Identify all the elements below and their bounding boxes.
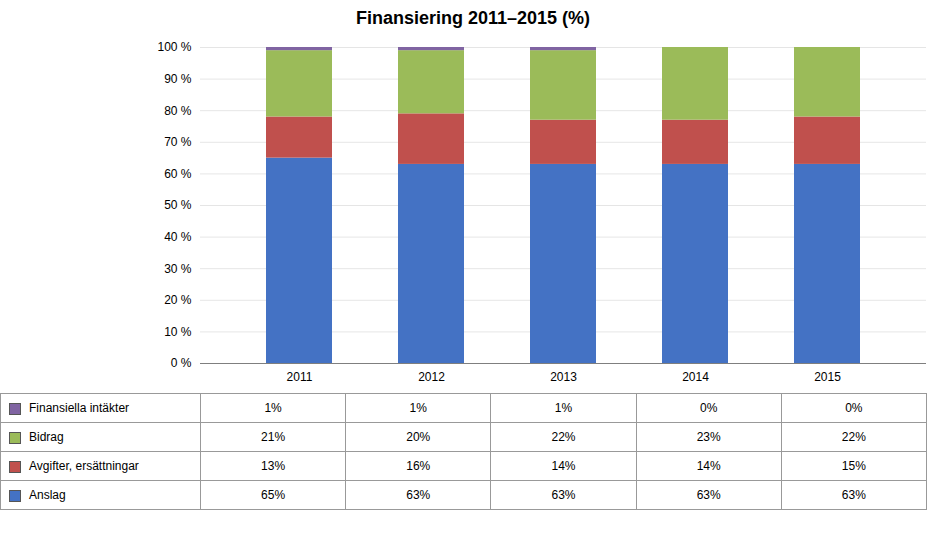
html-text:1%: 1% [264,401,282,415]
html-text:Bidrag: Bidrag [29,430,64,444]
html-text:15%: 15% [841,459,866,473]
svg-text:40 %: 40 % [164,230,192,244]
html-text:14%: 14% [696,459,721,473]
html-text:1%: 1% [409,401,427,415]
html-text:0%: 0% [845,401,863,415]
html-text:Avgifter, ersättningar: Avgifter, ersättningar [29,459,139,473]
svg-text:2015: 2015 [814,370,841,384]
svg-text:2014: 2014 [682,370,709,384]
html-text:65%: 65% [261,488,286,502]
html-text:Finansiering 2011–2015 (%): Finansiering 2011–2015 (%) [355,8,591,28]
svg-text:90 %: 90 % [164,72,192,86]
html-text:63%: 63% [406,488,431,502]
html-text:13%: 13% [261,459,286,473]
svg-text:100 %: 100 % [157,40,191,54]
svg-text:0 %: 0 % [171,356,192,370]
svg-text:2012: 2012 [418,370,445,384]
html-text:63%: 63% [551,488,576,502]
html-text:63%: 63% [696,488,721,502]
svg-text:30 %: 30 % [164,262,192,276]
html-text:Finansiella intäkter: Finansiella intäkter [29,401,130,415]
svg-text:60 %: 60 % [164,167,192,181]
svg-text:20 %: 20 % [164,293,192,307]
html-text:0%: 0% [700,401,718,415]
html-text:14%: 14% [551,459,576,473]
html-text:23%: 23% [696,430,721,444]
html-text:63%: 63% [841,488,866,502]
svg-text:10 %: 10 % [164,325,192,339]
svg-text:2011: 2011 [287,370,313,384]
html-text:21%: 21% [261,430,286,444]
html-text:16%: 16% [406,459,431,473]
svg-text:80 %: 80 % [164,104,192,118]
svg-text:50 %: 50 % [164,198,192,212]
svg-text:70 %: 70 % [164,135,192,149]
html-text:20%: 20% [406,430,431,444]
svg-text:2013: 2013 [550,370,577,384]
html-text:Anslag: Anslag [29,488,66,502]
html-text:22%: 22% [551,430,576,444]
html-text:1%: 1% [554,401,573,415]
html-text:22%: 22% [841,430,866,444]
